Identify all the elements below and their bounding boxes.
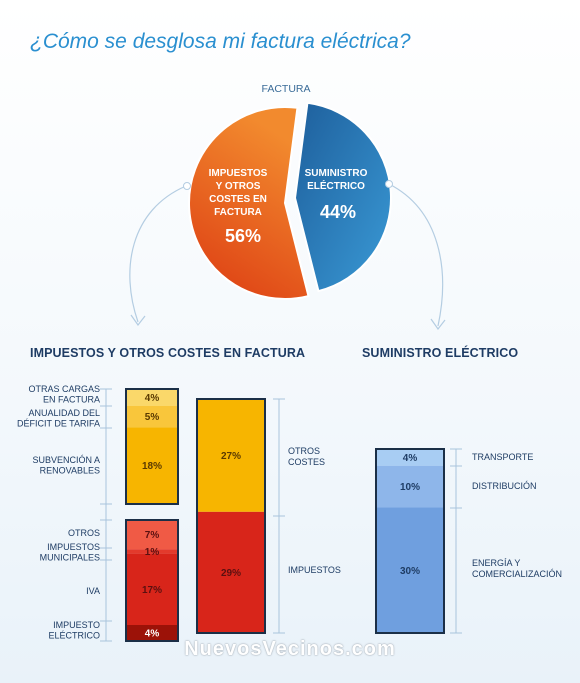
- otros-costes-breakdown-value-1: 5%: [145, 412, 160, 423]
- otros-costes-breakdown-segment-2: [126, 427, 178, 504]
- suministro-breakdown-value-1: 10%: [400, 482, 420, 493]
- otros-costes-breakdown-value-2: 18%: [142, 461, 162, 472]
- arrow-left-dot: [183, 182, 191, 190]
- impuestos-breakdown-value-2: 17%: [142, 585, 162, 596]
- impuestos-total-segment-0: [197, 399, 265, 512]
- impuestos-total-value-0: 27%: [221, 451, 241, 462]
- pie-label-impuestos: IMPUESTOS Y OTROS COSTES EN FACTURA: [209, 168, 268, 218]
- impuestos-breakdown-segment-3: [126, 625, 178, 641]
- arrow-right-head: [430, 318, 446, 331]
- pie-value-suministro: 44%: [320, 202, 356, 222]
- left-label-5: IVA: [86, 586, 100, 596]
- arrow-left-head: [130, 314, 146, 327]
- left-label-6: IMPUESTO ELÉCTRICO: [48, 620, 100, 641]
- impuestos-breakdown-border: [125, 519, 179, 642]
- otros-costes-breakdown-segment-1: [126, 406, 178, 428]
- left-label-2: SUBVENCIÓN A RENOVABLES: [32, 455, 100, 476]
- watermark: NuevosVecinos.com: [184, 638, 396, 660]
- suministro-breakdown-segment-0: [376, 449, 444, 466]
- pie-slice-impuestos: [188, 106, 310, 300]
- pie-label-suministro: SUMINISTRO ELÉCTRICO: [305, 168, 368, 192]
- otros-costes-breakdown-value-0: 4%: [145, 393, 160, 404]
- arrow-right: [388, 183, 444, 327]
- left-label-4: IMPUESTOS MUNICIPALES: [40, 542, 100, 563]
- arrow-left: [129, 185, 187, 323]
- impuestos-breakdown-segment-0: [126, 520, 178, 550]
- left-label-1: ANUALIDAD DEL DÉFICIT DE TARIFA: [17, 408, 100, 429]
- pie-slice-suministro: [293, 101, 392, 293]
- suministro-section-title: SUMINISTRO ELÉCTRICO: [362, 346, 519, 360]
- mid-label-impuestos: IMPUESTOS: [288, 565, 341, 575]
- suministro-breakdown-value-2: 30%: [400, 566, 420, 577]
- impuestos-breakdown-segment-2: [126, 553, 178, 625]
- left-label-0: OTRAS CARGAS EN FACTURA: [28, 384, 100, 405]
- impuestos-breakdown-value-0: 7%: [145, 530, 160, 541]
- suministro-breakdown-border: [375, 448, 445, 634]
- impuestos-section-title: IMPUESTOS Y OTROS COSTES EN FACTURA: [30, 346, 306, 360]
- suministro-breakdown-value-0: 4%: [403, 453, 418, 464]
- suministro-breakdown-segment-1: [376, 465, 444, 508]
- right-label-transporte: TRANSPORTE: [472, 452, 533, 462]
- impuestos-breakdown-segment-1: [126, 549, 178, 554]
- otros-costes-breakdown-segment-0: [126, 389, 178, 406]
- page-title: ¿Cómo se desglosa mi factura eléctrica?: [30, 30, 411, 53]
- pie-value-impuestos: 56%: [225, 226, 261, 246]
- mid-label-otros-costes: OTROS COSTES: [288, 446, 325, 467]
- pie-title: FACTURA: [261, 83, 310, 95]
- impuestos-breakdown-value-3: 4%: [145, 629, 160, 640]
- impuestos-total-value-1: 29%: [221, 568, 241, 579]
- right-label-energia: ENERGÍA Y COMERCIALIZACIÓN: [472, 558, 562, 579]
- arrow-right-dot: [385, 180, 393, 188]
- suministro-breakdown-segment-2: [376, 507, 444, 633]
- left-label-3: OTROS: [68, 528, 100, 538]
- otros-costes-breakdown-border: [125, 388, 179, 505]
- impuestos-total-segment-1: [197, 511, 265, 633]
- right-label-distribucion: DISTRIBUCIÓN: [472, 481, 537, 491]
- impuestos-breakdown-value-1: 1%: [145, 547, 160, 558]
- impuestos-total-border: [196, 398, 266, 634]
